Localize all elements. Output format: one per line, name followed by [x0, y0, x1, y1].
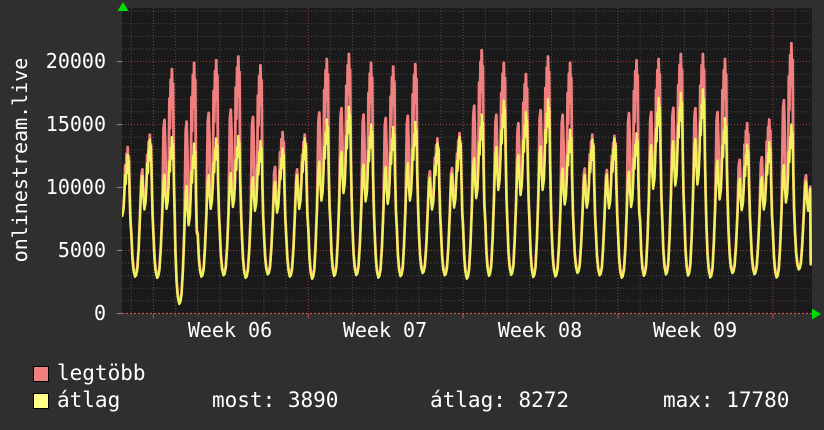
y-tick-15000: 15000	[45, 112, 106, 136]
x-axis-arrow-icon	[812, 308, 821, 320]
y-tick-0: 0	[93, 301, 106, 325]
stat-most: most: 3890	[212, 388, 339, 412]
y-axis-arrow-icon	[117, 2, 129, 11]
legend-swatch-atlag	[33, 393, 49, 409]
stat-atlag: átlag: 8272	[430, 388, 570, 412]
series-atlag-line	[122, 88, 812, 306]
legend-label-legtobb: legtöbb	[57, 361, 146, 385]
series-lines	[122, 41, 812, 306]
y-tick-10000: 10000	[45, 175, 106, 199]
y-tick-20000: 20000	[45, 49, 106, 73]
x-tick-week-07: Week 07	[342, 318, 428, 342]
stat-max: max: 17780	[663, 388, 790, 412]
x-tick-week-09: Week 09	[652, 318, 738, 342]
legend-swatch-legtobb	[33, 366, 49, 382]
y-tick-5000: 5000	[57, 238, 106, 262]
x-tick-week-06: Week 06	[187, 318, 273, 342]
legend-label-atlag: átlag	[57, 388, 121, 412]
y-axis-title: onlinestream.live	[8, 57, 32, 263]
x-tick-week-08: Week 08	[497, 318, 583, 342]
